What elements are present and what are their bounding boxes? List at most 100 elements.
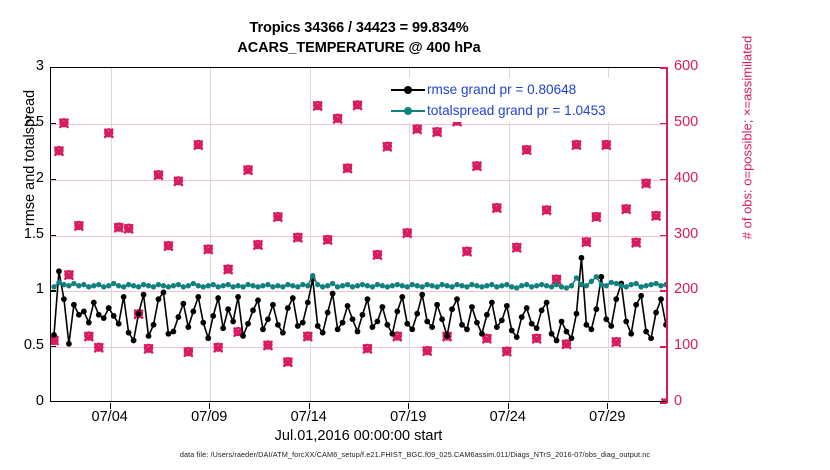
obs-possible-marker bbox=[422, 345, 432, 356]
x-tick-mark bbox=[507, 403, 509, 409]
legend-item-rmse[interactable]: rmse grand pr = 0.80648 bbox=[389, 79, 655, 100]
obs-assimilated-marker bbox=[73, 221, 84, 231]
data-file-footer: data file: /Users/raeder/DAI/ATM_forcXX/… bbox=[179, 450, 651, 459]
legend-marker-rmse bbox=[389, 83, 427, 97]
obs-assimilated-marker bbox=[611, 337, 622, 348]
obs-possible-marker bbox=[571, 139, 582, 150]
obs-possible-marker bbox=[283, 356, 293, 367]
obs-assimilated-marker bbox=[312, 101, 323, 111]
y-tick-label-left: 2.5 bbox=[23, 113, 44, 130]
obs-possible-marker bbox=[651, 210, 661, 221]
obs-possible-marker bbox=[153, 169, 164, 180]
obs-assimilated-marker bbox=[54, 146, 64, 157]
x-tick-mark bbox=[209, 403, 211, 409]
gridline-horizontal bbox=[51, 235, 666, 237]
obs-assimilated-marker bbox=[481, 333, 492, 344]
legend: rmse grand pr = 0.80648 totalspread gran… bbox=[388, 78, 656, 122]
obs-assimilated-marker bbox=[64, 270, 74, 281]
obs-possible-marker bbox=[432, 126, 442, 137]
y-tick-mark-left bbox=[50, 234, 56, 236]
obs-possible-marker bbox=[59, 118, 69, 128]
y-tick-label-left: 1.5 bbox=[23, 225, 44, 242]
obs-assimilated-marker bbox=[59, 118, 69, 129]
obs-possible-marker bbox=[402, 228, 412, 238]
obs-assimilated-marker bbox=[93, 342, 104, 353]
obs-assimilated-marker bbox=[661, 398, 666, 401]
obs-possible-marker bbox=[213, 342, 223, 352]
y-tick-mark-right bbox=[660, 402, 667, 404]
legend-label-rmse: rmse grand pr = 0.80648 bbox=[427, 82, 577, 97]
x-tick-mark bbox=[607, 403, 609, 409]
y-axis-left-ticks: 0 0.5 1 1.5 2 2.5 3 bbox=[0, 58, 44, 409]
y-tick-mark-right bbox=[660, 122, 667, 125]
obs-assimilated-marker bbox=[651, 211, 661, 221]
obs-assimilated-marker bbox=[362, 343, 373, 354]
obs-possible-marker bbox=[223, 264, 233, 274]
obs-assimilated-marker bbox=[292, 232, 303, 243]
obs-assimilated-marker bbox=[601, 140, 612, 150]
y-tick-mark-right bbox=[660, 67, 667, 69]
obs-possible-marker bbox=[512, 242, 522, 252]
obs-possible-marker bbox=[233, 326, 243, 337]
gridline-vertical bbox=[608, 68, 610, 401]
obs-possible-marker bbox=[332, 113, 343, 123]
obs-assimilated-marker bbox=[521, 145, 532, 155]
obs-possible-marker bbox=[601, 139, 611, 150]
obs-assimilated-marker bbox=[322, 235, 333, 245]
obs-assimilated-marker bbox=[123, 223, 134, 234]
obs-assimilated-marker bbox=[163, 241, 174, 252]
obs-assimilated-marker bbox=[531, 333, 542, 344]
obs-assimilated-marker bbox=[621, 204, 632, 215]
obs-assimilated-marker bbox=[412, 124, 423, 135]
obs-assimilated-marker bbox=[213, 342, 224, 353]
series-line-rmse bbox=[53, 257, 666, 345]
obs-possible-marker bbox=[183, 346, 194, 357]
obs-possible-marker bbox=[94, 342, 104, 352]
x-tick-label: 07/09 bbox=[191, 409, 228, 425]
x-tick-label: 07/24 bbox=[489, 409, 526, 425]
obs-possible-marker bbox=[84, 331, 94, 341]
x-tick-mark bbox=[408, 403, 410, 409]
obs-possible-marker bbox=[54, 145, 64, 156]
obs-assimilated-marker bbox=[51, 335, 59, 346]
y-tick-mark-right bbox=[660, 178, 667, 181]
obs-assimilated-marker bbox=[432, 127, 443, 138]
legend-item-totalspread[interactable]: totalspread grand pr = 1.0453 bbox=[389, 100, 655, 121]
obs-possible-marker bbox=[173, 176, 184, 186]
obs-possible-marker bbox=[631, 237, 641, 247]
y-tick-mark-right bbox=[660, 290, 667, 292]
obs-assimilated-marker bbox=[302, 331, 313, 342]
obs-possible-marker bbox=[293, 232, 303, 242]
obs-assimilated-marker bbox=[472, 161, 482, 172]
obs-possible-marker bbox=[591, 211, 602, 222]
y-tick-mark-left bbox=[50, 178, 56, 180]
y-tick-label-left: 3 bbox=[35, 58, 44, 74]
obs-possible-marker bbox=[113, 222, 124, 232]
y-axis-right-ticks: 0 100 200 300 400 500 600 bbox=[674, 58, 724, 409]
obs-possible-marker bbox=[382, 141, 393, 151]
obs-possible-marker bbox=[303, 331, 313, 341]
y-tick-label-right: 500 bbox=[674, 113, 699, 130]
obs-possible-marker bbox=[621, 204, 631, 214]
obs-possible-marker bbox=[362, 343, 373, 353]
obs-assimilated-marker bbox=[243, 165, 253, 176]
y-tick-label-left: 2 bbox=[35, 169, 44, 186]
obs-possible-marker bbox=[64, 269, 74, 280]
x-tick-label: 07/04 bbox=[91, 409, 128, 425]
obs-possible-marker bbox=[313, 100, 323, 111]
plot-area bbox=[50, 67, 667, 402]
obs-assimilated-marker bbox=[263, 340, 273, 351]
y-tick-mark-right bbox=[660, 234, 667, 237]
obs-assimilated-marker bbox=[551, 274, 562, 285]
data-series-layer bbox=[51, 100, 666, 401]
obs-possible-marker bbox=[193, 139, 203, 150]
gridline-vertical bbox=[210, 68, 212, 401]
y-tick-label-right: 400 bbox=[674, 169, 699, 186]
obs-possible-marker bbox=[521, 144, 532, 155]
y-tick-label-right: 100 bbox=[674, 337, 699, 354]
series-markers-rmse bbox=[51, 254, 666, 347]
gridline-vertical bbox=[309, 68, 311, 401]
y-tick-mark-left bbox=[50, 122, 56, 125]
obs-possible-marker bbox=[243, 164, 253, 175]
